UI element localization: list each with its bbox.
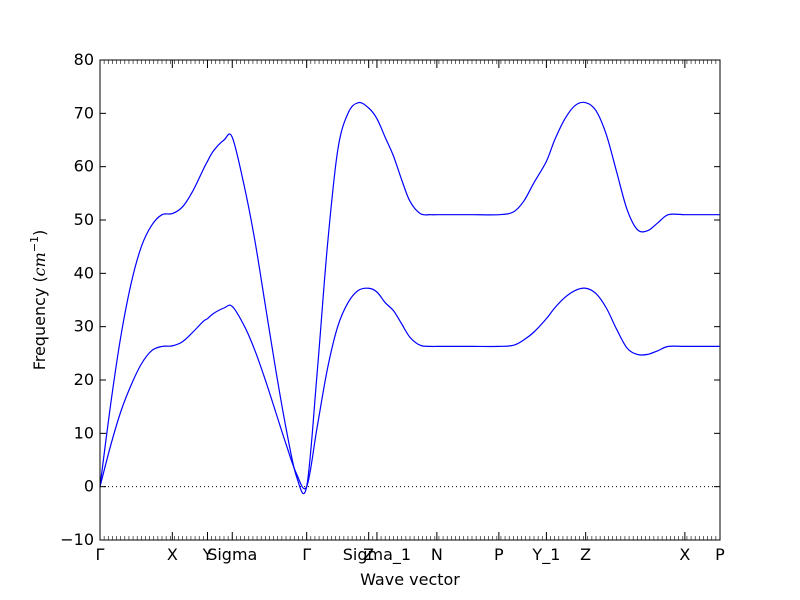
x-tick-label: Z	[363, 545, 374, 564]
y-axis-label-exponent: −1	[28, 236, 41, 252]
plot-frame	[99, 59, 721, 541]
y-tick-label: 50	[74, 210, 94, 229]
y-tick-label: −10	[60, 530, 94, 549]
x-tick-label: Y_1	[531, 545, 560, 565]
x-tick-label: P	[715, 545, 725, 564]
x-tick-label: X	[167, 545, 178, 564]
x-tick-label: X	[679, 545, 690, 564]
minor-ticks-layer	[99, 60, 721, 540]
y-axis-label: Frequency (cm−1)	[28, 230, 49, 371]
series-layer	[99, 101, 720, 495]
y-tick-label: 20	[74, 370, 94, 389]
x-tick-label: N	[431, 545, 443, 564]
x-axis-label: Wave vector	[360, 570, 460, 589]
x-tick-label: Γ	[96, 545, 105, 564]
y-tick-label: 10	[74, 423, 94, 442]
y-tick-label: 70	[74, 103, 94, 122]
y-tick-label: 0	[84, 477, 94, 496]
y-axis-label-group: Frequency (cm−1)	[28, 230, 49, 371]
y-tick-label: 30	[74, 317, 94, 336]
y-tick-label: 40	[74, 263, 94, 282]
x-tick-label: Y	[202, 545, 213, 564]
x-tick-label: Z	[580, 545, 591, 564]
x-tick-label: Γ	[302, 545, 311, 564]
band-line-2	[99, 287, 720, 490]
x-tick-label: P	[494, 545, 504, 564]
y-axis-label-close: )	[30, 230, 49, 236]
y-tick-label: 60	[74, 157, 94, 176]
x-tick-label: Sigma_1	[343, 545, 411, 565]
band-line-1	[99, 101, 720, 495]
y-tick-label: 80	[74, 50, 94, 69]
y-axis-label-text: Frequency (	[30, 276, 49, 370]
y-axis-ticks: −10 0 10 20 30 40 50 60 70 80	[60, 50, 720, 549]
x-tick-label: Sigma	[207, 545, 257, 564]
y-axis-label-unit: cm	[30, 252, 49, 276]
